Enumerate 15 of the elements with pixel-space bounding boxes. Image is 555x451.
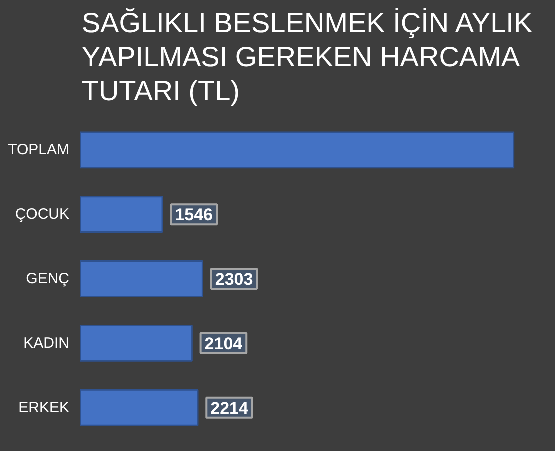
data-label: 2303 bbox=[215, 270, 254, 289]
bar bbox=[80, 389, 199, 426]
y-tick-label: ÇOCUK bbox=[15, 206, 70, 224]
y-tick-label: GENÇ bbox=[26, 270, 70, 288]
data-label: 2214 bbox=[210, 398, 250, 418]
data-label: 1546 bbox=[175, 206, 214, 225]
chart-title: SAĞLIKLI BESLENMEK İÇİN AYLIK YAPILMASI GEREKEN HARCAMA TUTARI (TL) bbox=[82, 7, 533, 106]
y-tick-label: KADIN bbox=[24, 334, 70, 352]
bar bbox=[80, 196, 164, 234]
bar bbox=[80, 132, 515, 169]
bar bbox=[80, 260, 204, 298]
y-tick-label: ERKEK bbox=[18, 399, 70, 416]
y-tick-label: TOPLAM bbox=[8, 142, 70, 159]
data-label: 2104 bbox=[204, 334, 244, 354]
bar bbox=[80, 324, 193, 362]
